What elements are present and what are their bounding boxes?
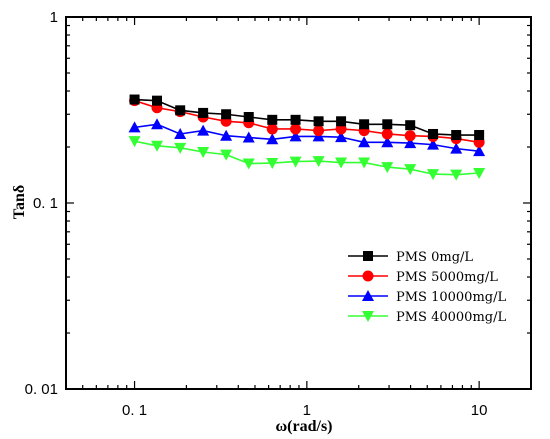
data-point [358, 157, 371, 169]
data-point [242, 158, 255, 170]
data-point [289, 156, 302, 168]
data-point [381, 128, 393, 140]
data-point [220, 129, 233, 141]
y-axis-title: Tanδ [11, 185, 28, 219]
legend-label: PMS 40000mg/L [396, 310, 506, 325]
data-point [174, 142, 187, 154]
legend-label: PMS 0mg/L [396, 250, 473, 265]
x-axis-title: ω(rad/s) [275, 418, 332, 435]
series-line [134, 98, 480, 136]
data-point [197, 147, 210, 159]
series-line [134, 99, 480, 144]
data-point [335, 131, 348, 143]
data-point [151, 118, 164, 130]
plot-frame [65, 16, 532, 390]
data-point [404, 164, 417, 176]
legend-marker [363, 251, 373, 261]
data-point [381, 136, 394, 148]
series-3 [128, 118, 486, 157]
legend-marker [362, 290, 374, 301]
data-point [266, 133, 279, 145]
data-point [359, 119, 370, 130]
data-point [174, 127, 187, 139]
data-point [290, 123, 302, 135]
data-point [128, 136, 141, 148]
data-point [382, 119, 393, 130]
x-tick-label: 10 [471, 402, 488, 419]
y-tick-label: 0. 1 [33, 195, 58, 212]
data-point [473, 167, 486, 179]
series-line [134, 140, 480, 176]
x-tick-label: 0. 1 [122, 402, 147, 419]
legend-marker [362, 270, 374, 282]
y-tick-label: 0. 01 [25, 381, 58, 398]
data-point [221, 109, 232, 120]
data-point [197, 124, 210, 136]
data-point [427, 138, 440, 150]
data-point [242, 131, 255, 143]
data-point [198, 107, 209, 118]
data-point [312, 156, 325, 168]
data-point [450, 169, 463, 181]
x-tick-label: 1 [303, 402, 311, 419]
data-point [381, 162, 394, 174]
data-point [313, 116, 324, 127]
data-point [404, 130, 416, 142]
y-tick-label: 1 [50, 9, 58, 26]
data-point [313, 125, 325, 137]
series-2 [129, 95, 485, 148]
data-point [128, 121, 141, 133]
data-point [451, 130, 462, 141]
data-point [220, 149, 233, 161]
data-point [290, 114, 301, 125]
data-point [266, 158, 279, 170]
series-1 [129, 94, 485, 141]
data-point [152, 95, 163, 106]
data-point [474, 130, 485, 141]
data-point [129, 94, 140, 105]
legend-marker [362, 311, 374, 322]
data-point [175, 105, 186, 116]
series-4 [128, 136, 486, 181]
legend-label: PMS 10000mg/L [396, 290, 506, 305]
data-point [450, 142, 463, 154]
data-point [427, 169, 440, 181]
data-point [267, 114, 278, 125]
data-point [473, 145, 486, 157]
legend: PMS 0mg/L PMS 5000mg/L PMS 10000mg/L PMS 40… [348, 250, 506, 325]
data-point [405, 120, 416, 131]
data-point [428, 128, 439, 139]
data-point [358, 136, 371, 148]
data-point [243, 111, 254, 122]
data-point [336, 116, 347, 127]
data-point [151, 140, 164, 152]
data-point [335, 157, 348, 169]
data-point [266, 123, 278, 135]
series-group [128, 94, 486, 181]
data-point [289, 130, 302, 142]
legend-label: PMS 5000mg/L [396, 270, 498, 285]
data-point [404, 137, 417, 149]
series-line [134, 123, 480, 152]
plot-axes: 0. 1 1 10 0. 01 0. 1 1 [25, 9, 532, 419]
